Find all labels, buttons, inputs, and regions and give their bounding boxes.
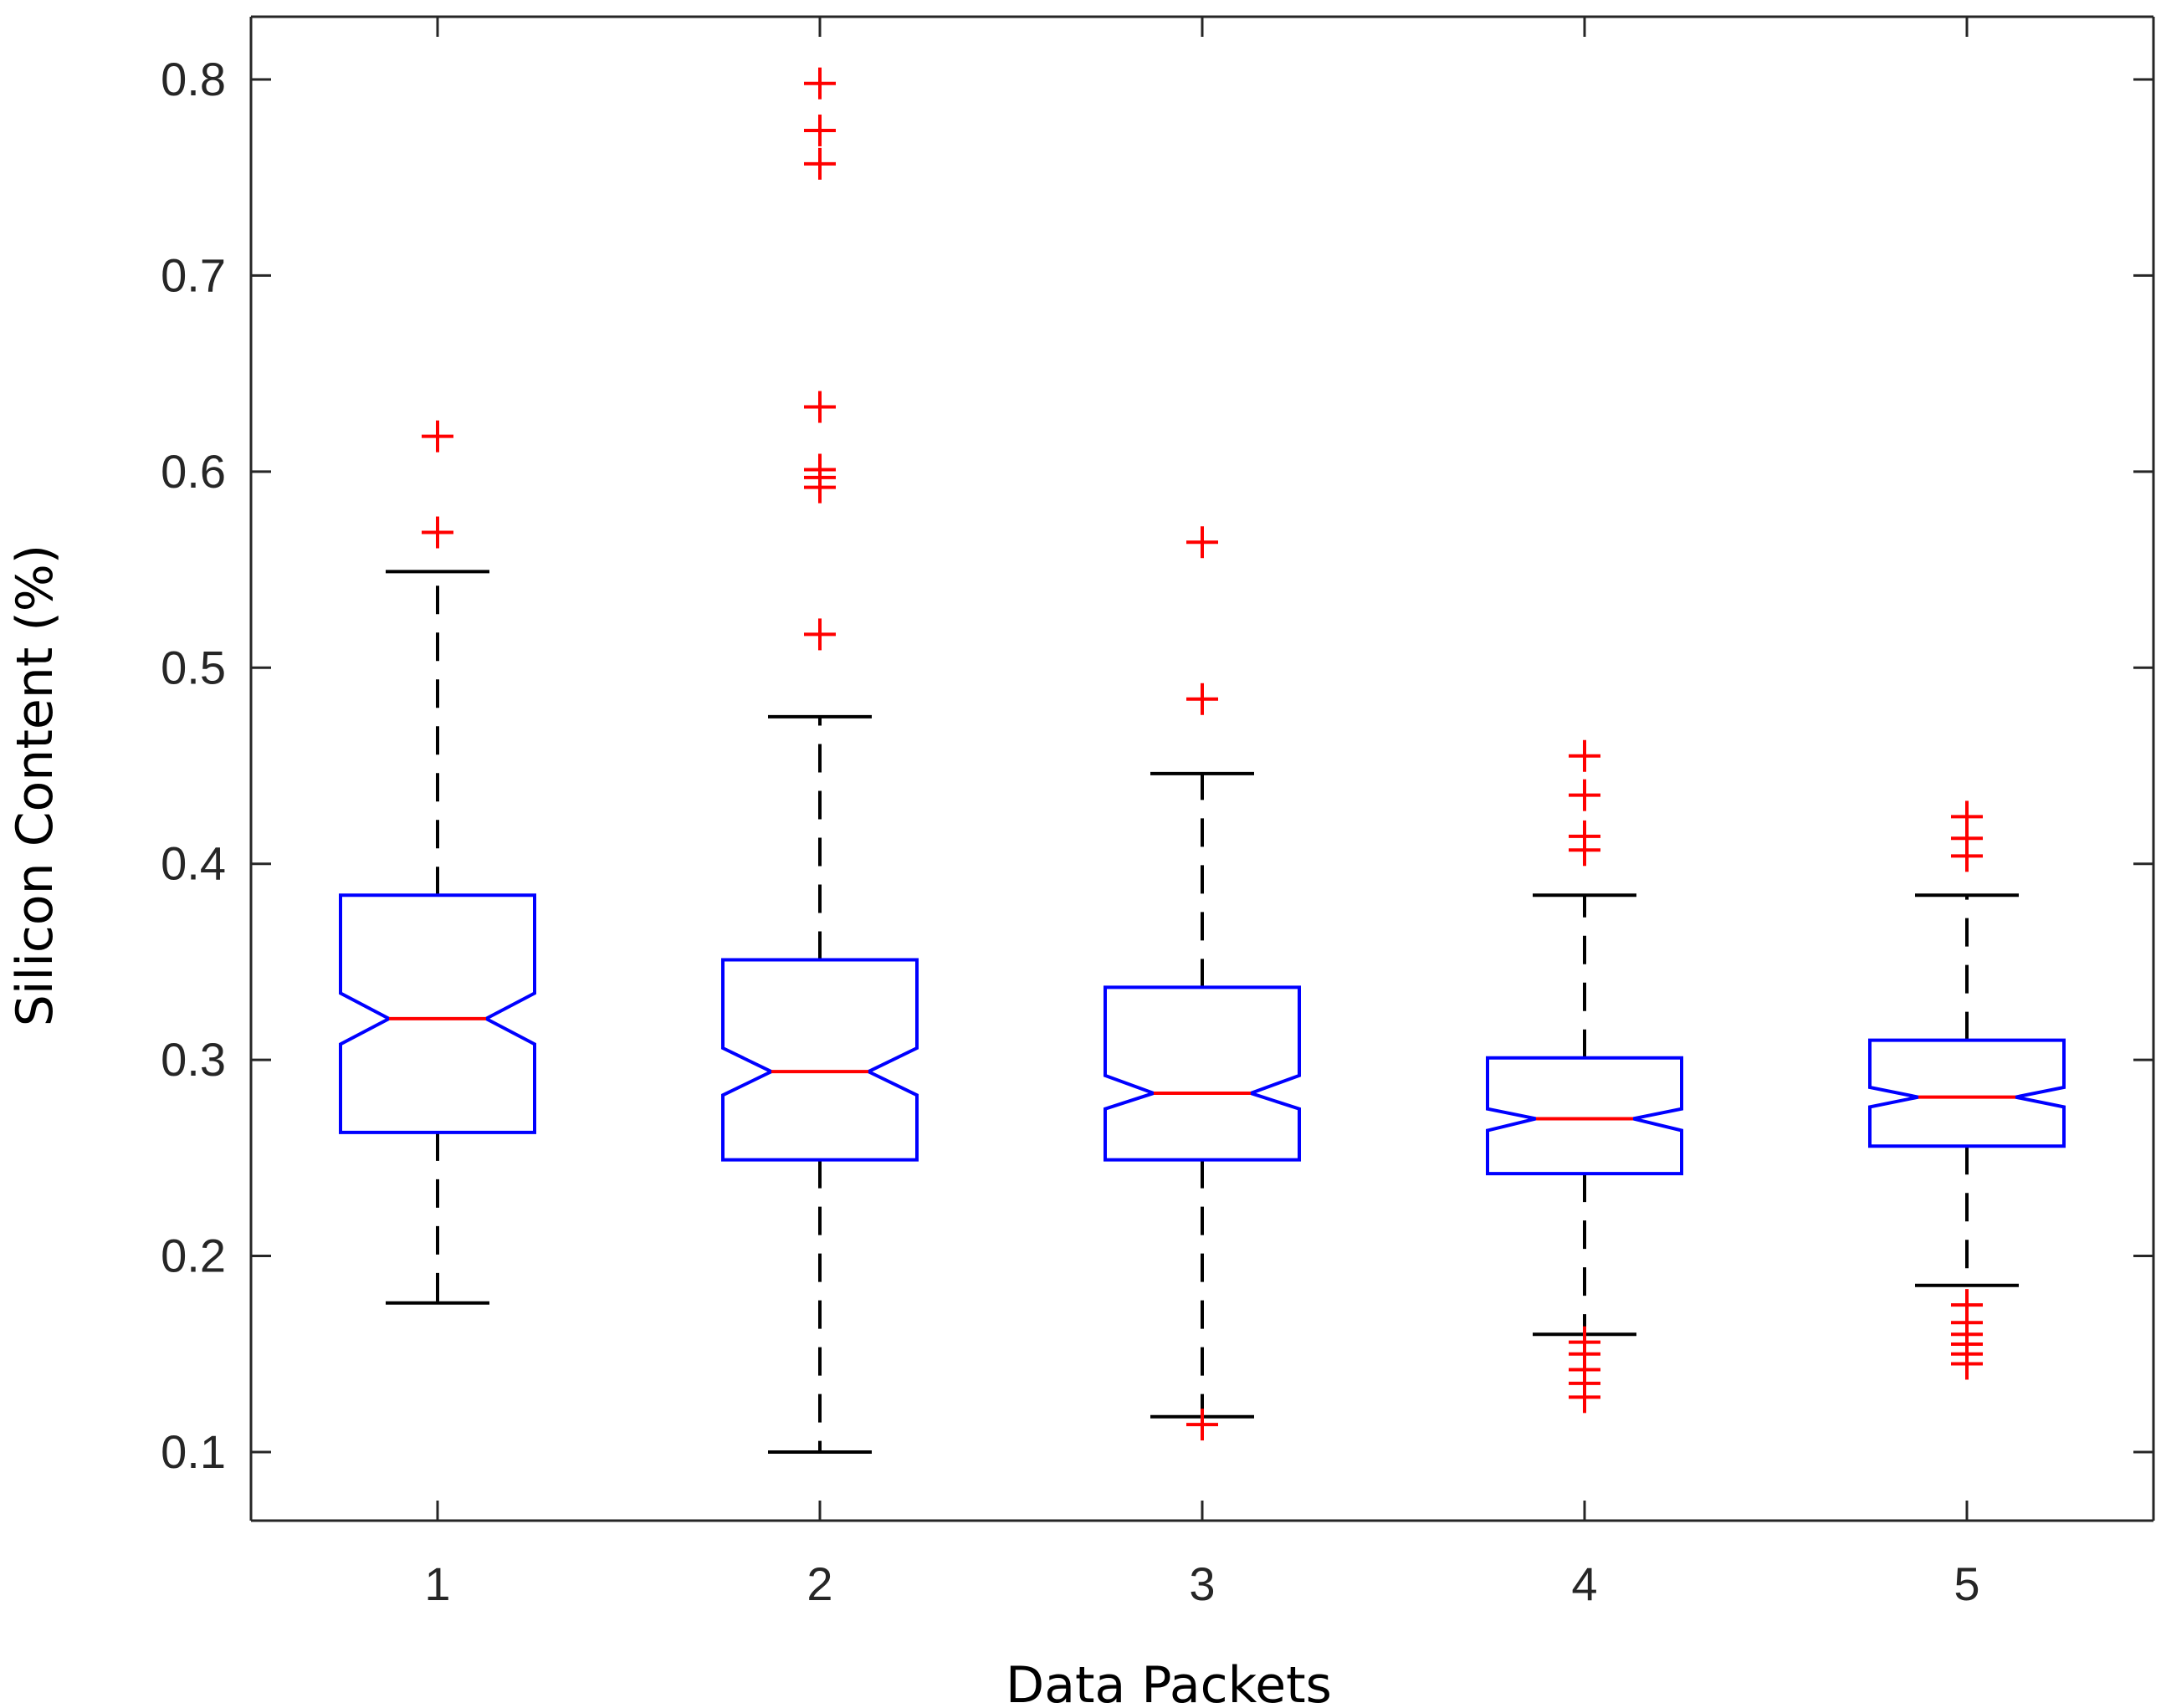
y-tick-label: 0.3 [161,1033,226,1086]
box-group-3 [1104,526,1301,1441]
outlier-marker [1186,683,1218,715]
y-tick-label: 0.1 [161,1425,226,1478]
box-group-1 [339,420,536,1305]
y-tick-label: 0.2 [161,1230,226,1282]
x-tick-label: 2 [807,1557,832,1610]
axes: 0.1 0.2 0.3 0.4 0.5 0.6 0.7 0.8 1 2 3 4 5 [161,15,2155,1610]
x-tick-label: 4 [1571,1557,1597,1610]
y-axis-title: Silicon Content (%) [6,545,64,1026]
notched-box [1104,985,1301,1162]
outlier-marker [1951,800,1983,833]
outlier-marker [1186,526,1218,559]
notched-box [1868,1038,2066,1148]
plot-area [339,67,2066,1454]
y-tick-label: 0.6 [161,445,226,498]
outlier-marker [804,391,836,423]
notched-box [721,958,919,1162]
outlier-marker [804,453,836,486]
y-tick-label: 0.8 [161,53,226,105]
outlier-marker [1186,1409,1218,1441]
outlier-marker [1569,820,1600,852]
y-tick-label: 0.4 [161,837,226,890]
outlier-marker [804,147,836,180]
y-tick-label: 0.7 [161,248,226,301]
outlier-marker [422,516,453,549]
box-group-5 [1868,800,2066,1380]
outlier-marker [1569,1326,1600,1358]
notched-box [1486,1056,1683,1176]
outlier-marker [422,420,453,453]
outlier-marker [804,114,836,146]
outlier-marker [1569,779,1600,811]
outlier-marker [804,67,836,100]
outlier-marker [804,618,836,651]
outlier-marker [1569,739,1600,772]
x-tick-label: 3 [1189,1557,1215,1610]
box-group-4 [1486,739,1683,1414]
box-group-2 [721,67,919,1454]
notched-box [339,893,536,1134]
y-tick-label: 0.5 [161,641,226,693]
x-axis-title: Data Packets [1006,1656,1332,1708]
x-tick-label: 1 [424,1557,450,1610]
outlier-marker [1951,1289,1983,1322]
x-tick-label: 5 [1954,1557,1979,1610]
